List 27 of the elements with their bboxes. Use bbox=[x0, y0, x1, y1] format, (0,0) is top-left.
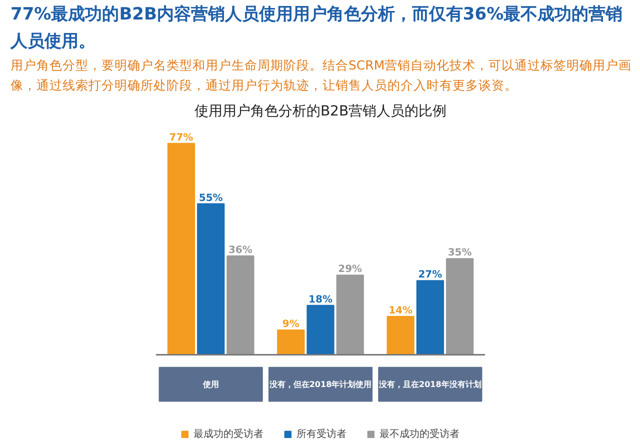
bar bbox=[196, 203, 225, 356]
data-label: 55% bbox=[198, 192, 223, 204]
legend-label: 所有受访者 bbox=[296, 428, 346, 441]
data-label: 77% bbox=[169, 132, 194, 144]
chart-subtitle: 用户角色分型，要明确户名类型和用户生命周期阶段。结合SCRM营销自动化技术，可以通过标签明确用户画像，通过线索打分明确所处阶段，通过用户行为轨迹，让销售人员的介入时有更多谈资。 bbox=[10, 57, 632, 92]
data-label: 29% bbox=[338, 264, 362, 276]
data-label: 27% bbox=[418, 270, 442, 281]
data-label: 36% bbox=[228, 244, 252, 256]
legend-label: 最不成功的受访者 bbox=[380, 428, 460, 441]
data-label: 14% bbox=[388, 305, 413, 316]
data-label: 18% bbox=[308, 294, 332, 306]
legend-label: 最成功的受访者 bbox=[194, 428, 264, 441]
bar bbox=[416, 280, 444, 356]
chart-title: 77%最成功的B2B内容营销人员使用用户角色分析，而仅有36%最不成功的营销人员使用。 bbox=[10, 4, 623, 52]
bar bbox=[306, 304, 334, 356]
bar bbox=[446, 258, 474, 356]
text: 使用用户角色分析的B2B营销人员的比例 bbox=[194, 104, 447, 120]
bar bbox=[386, 316, 414, 356]
data-label: 9% bbox=[282, 319, 300, 330]
data-label: 35% bbox=[448, 248, 472, 259]
bar bbox=[277, 330, 305, 356]
x-tick-label: 没有，且在2018年没有计划 bbox=[378, 380, 482, 389]
bar bbox=[226, 255, 254, 356]
x-tick-label: 使用 bbox=[202, 380, 219, 389]
bar bbox=[336, 274, 364, 356]
x-tick-label: 没有，但在2018年计划使用 bbox=[268, 380, 372, 389]
bar bbox=[167, 142, 196, 356]
